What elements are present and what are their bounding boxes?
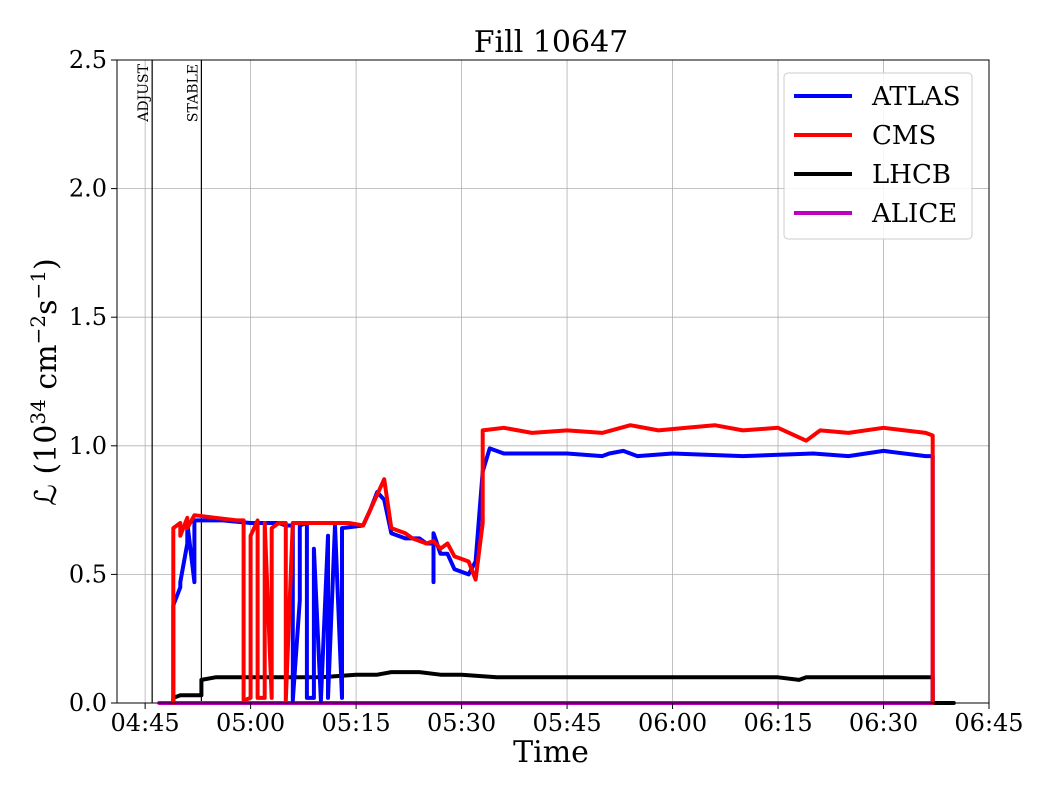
- series-line-lhcb: [171, 670, 956, 705]
- x-tick-label: 05:15: [322, 709, 391, 737]
- chart-title: Fill 10647: [474, 25, 629, 60]
- legend-label: ATLAS: [871, 82, 961, 112]
- x-tick-label: 05:45: [532, 709, 601, 737]
- vertical-markers: ADJUST STABLE: [136, 60, 202, 703]
- y-axis-title-mid2: s: [29, 300, 64, 315]
- y-tick-label: 2.5: [69, 46, 107, 74]
- y-tick-label: 1.5: [69, 303, 107, 331]
- y-axis-title-prefix: ℒ (10: [29, 425, 64, 506]
- x-tick-label: 06:45: [954, 709, 1023, 737]
- y-axis-title-exp1: 34: [26, 399, 50, 424]
- plot-frame: [116, 59, 990, 704]
- x-axis-title: Time: [513, 735, 589, 770]
- x-tick-label: 05:30: [427, 709, 496, 737]
- y-axis-ticks: 0.0 0.5 1.0 1.5 2.0 2.5: [69, 46, 117, 717]
- x-tick-label: 04:45: [111, 709, 180, 737]
- legend: ATLAS CMS LHCB ALICE: [783, 72, 973, 240]
- legend-box: [783, 72, 973, 240]
- y-tick-label: 0.5: [69, 560, 107, 588]
- y-axis-title-exp2: −2: [26, 315, 50, 344]
- legend-label: CMS: [872, 121, 936, 151]
- x-tick-label: 05:00: [216, 709, 285, 737]
- legend-label: ALICE: [871, 199, 957, 229]
- x-tick-label: 06:30: [849, 709, 918, 737]
- x-tick-label: 06:00: [638, 709, 707, 737]
- y-axis-title-suffix: ): [29, 258, 64, 270]
- x-axis-ticks: 04:45 05:00 05:15 05:30 05:45 06:00 06:15 06:30…: [111, 703, 1024, 737]
- series-line-cms: [171, 423, 935, 705]
- y-axis-title: ℒ (1034 cm−2s−1): [26, 258, 64, 505]
- legend-label: LHCB: [872, 160, 951, 190]
- x-tick-label: 06:15: [743, 709, 812, 737]
- y-tick-label: 1.0: [69, 432, 107, 460]
- y-tick-label: 0.0: [69, 689, 107, 717]
- y-axis-title-mid: cm: [29, 344, 64, 399]
- y-tick-label: 2.0: [69, 175, 107, 203]
- vertical-marker-label: STABLE: [185, 64, 201, 122]
- vertical-marker-label: ADJUST: [136, 63, 152, 122]
- y-axis-title-exp3: −1: [26, 270, 50, 299]
